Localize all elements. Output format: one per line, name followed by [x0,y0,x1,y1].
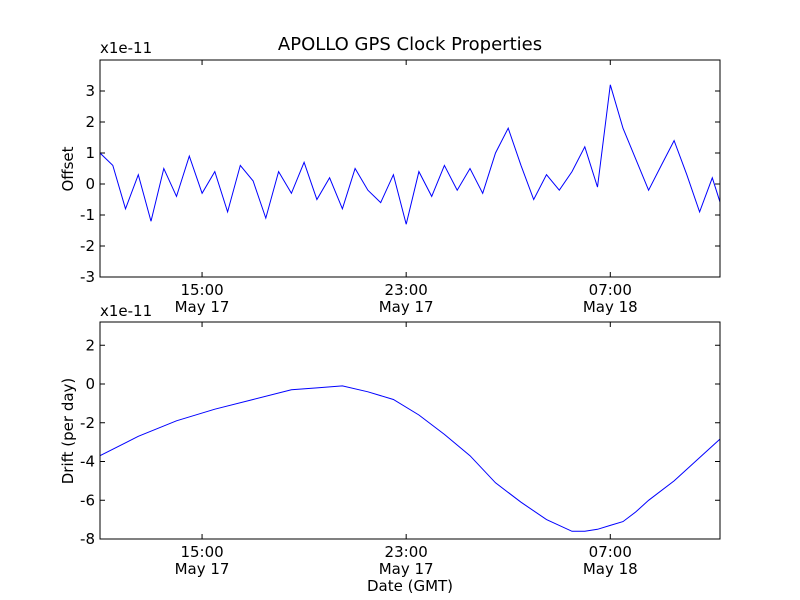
drift-plot-frame [99,321,721,540]
offset-y-axis-label: Offset [59,146,77,191]
drift-series-group [100,385,720,532]
drift-ytick-label: 0 [85,375,95,393]
offset-ytick-label: 1 [85,144,95,162]
offset-xtick-time: 07:00 [589,281,632,299]
drift-ytick-label: 2 [85,336,95,354]
offset-series-group [100,84,720,225]
drift-ytick-label: -8 [80,530,95,548]
drift-y-axis-label: Drift (per day) [59,378,77,485]
drift-x-axis-label: Date (GMT) [367,577,453,595]
drift-ytick-label: -2 [80,414,95,432]
offset-xtick-time: 15:00 [180,281,223,299]
offset-xtick-date: May 18 [583,298,638,316]
drift-xtick-time: 23:00 [385,543,428,561]
offset-ytick-label: 3 [85,82,95,100]
drift-xtick-date: May 18 [583,560,638,578]
offset-ytick-label: -1 [80,206,95,224]
drift-series-line [100,385,720,532]
offset-ytick-label: -3 [80,268,95,286]
offset-ytick-label: 0 [85,175,95,193]
drift-scale-label: x1e-11 [100,302,152,320]
offset-xtick-date: May 17 [379,298,434,316]
drift-ytick-label: -6 [80,491,95,509]
offset-plot-frame [99,59,721,278]
drift-xtick-date: May 17 [379,560,434,578]
offset-series-line [100,84,720,225]
chart-title: APOLLO GPS Clock Properties [278,34,542,55]
drift-panel: x1e-11 Drift (per day) -8-6-4-20215:00Ma… [59,302,721,595]
drift-xtick-date: May 17 [175,560,230,578]
offset-xtick-time: 23:00 [385,281,428,299]
offset-ytick-label: -2 [80,237,95,255]
offset-ytick-label: 2 [85,113,95,131]
offset-xtick-date: May 17 [175,298,230,316]
drift-ytick-label: -4 [80,453,95,471]
offset-scale-label: x1e-11 [100,39,152,57]
drift-xtick-time: 15:00 [180,543,223,561]
drift-xtick-time: 07:00 [589,543,632,561]
